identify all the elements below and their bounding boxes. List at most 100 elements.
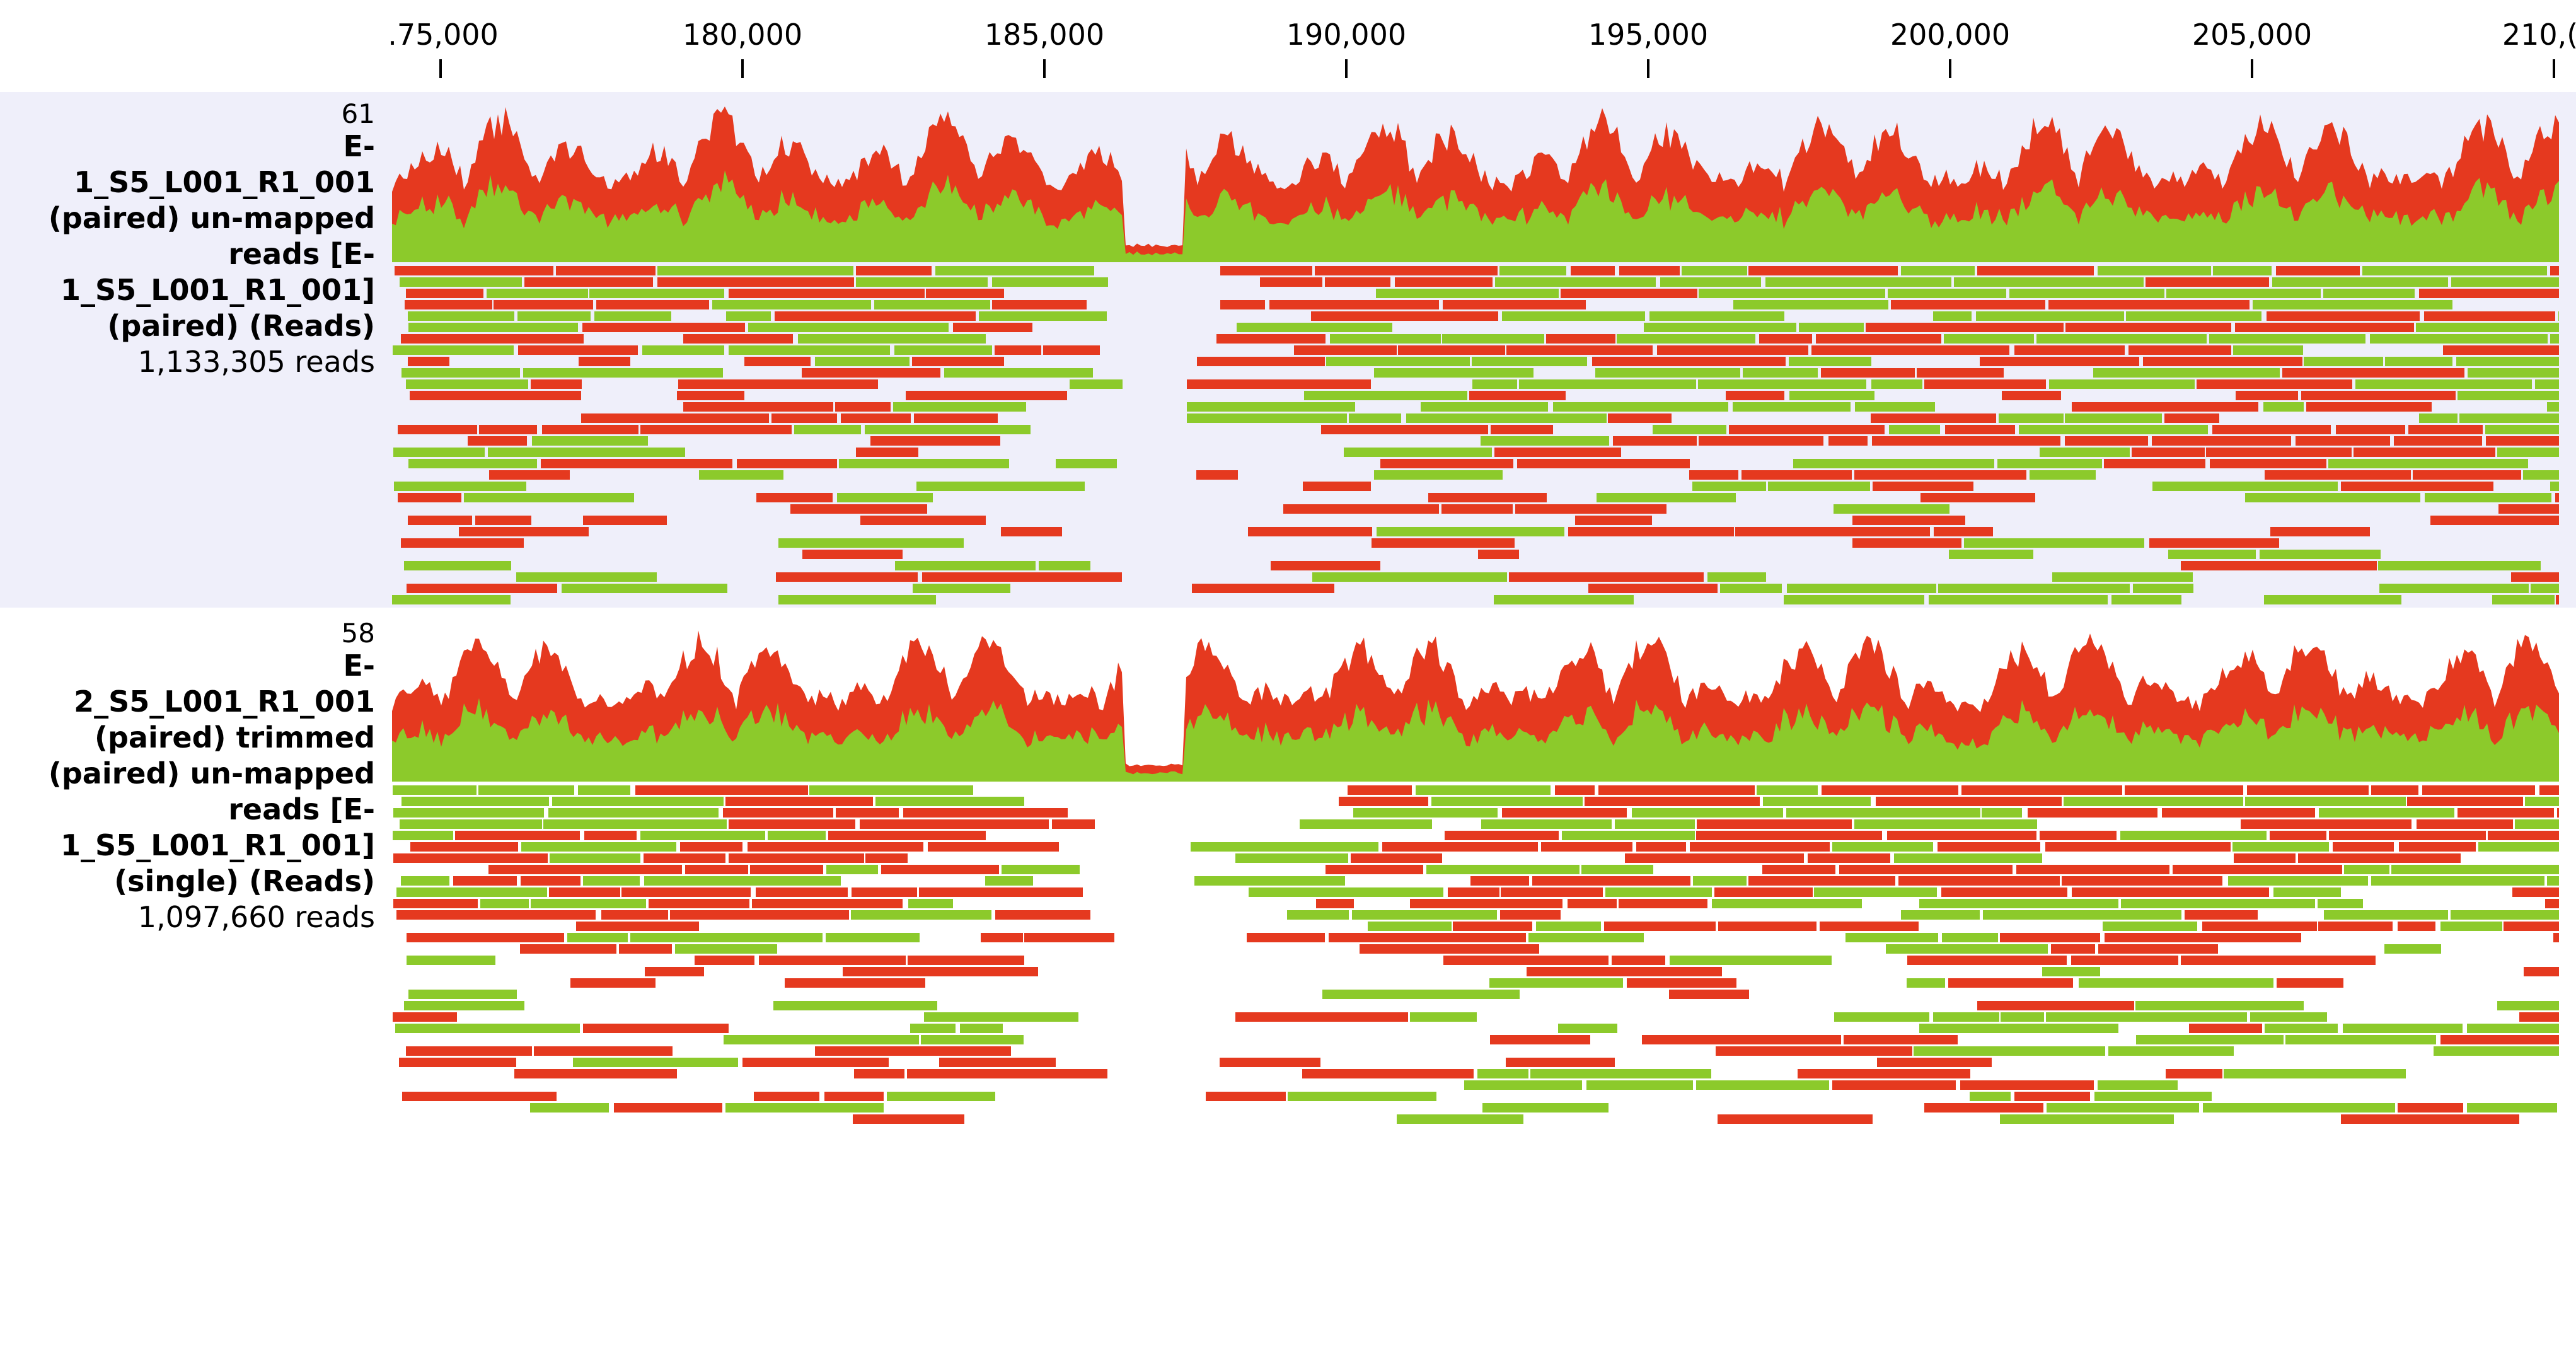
- read[interactable]: [1696, 1080, 1829, 1090]
- read[interactable]: [2553, 933, 2559, 942]
- read[interactable]: [881, 865, 999, 874]
- read[interactable]: [406, 1046, 532, 1056]
- read[interactable]: [1506, 345, 1653, 355]
- read[interactable]: [759, 956, 906, 965]
- read[interactable]: [856, 448, 918, 457]
- read[interactable]: [2136, 1035, 2284, 1044]
- read[interactable]: [1517, 459, 1690, 468]
- read[interactable]: [1445, 831, 1559, 840]
- read[interactable]: [1571, 266, 1615, 275]
- read[interactable]: [2419, 413, 2458, 423]
- read[interactable]: [826, 933, 920, 942]
- read[interactable]: [581, 413, 769, 423]
- read[interactable]: [1187, 413, 1347, 423]
- read[interactable]: [644, 853, 725, 863]
- read[interactable]: [768, 831, 826, 840]
- read[interactable]: [2497, 1001, 2559, 1010]
- read[interactable]: [408, 323, 578, 332]
- read[interactable]: [723, 808, 833, 818]
- read[interactable]: [815, 357, 910, 366]
- read[interactable]: [2267, 311, 2420, 321]
- read[interactable]: [1877, 1058, 1992, 1067]
- read[interactable]: [2146, 277, 2269, 287]
- read[interactable]: [2497, 448, 2559, 457]
- reads-canvas[interactable]: [392, 92, 2559, 608]
- read[interactable]: [870, 436, 1000, 446]
- read[interactable]: [396, 910, 596, 920]
- read[interactable]: [1954, 277, 2144, 287]
- read[interactable]: [1839, 865, 2013, 874]
- read[interactable]: [2062, 876, 2222, 886]
- read[interactable]: [398, 493, 461, 502]
- read[interactable]: [2166, 289, 2321, 298]
- read[interactable]: [2272, 277, 2448, 287]
- read[interactable]: [2094, 1092, 2212, 1101]
- read[interactable]: [1397, 1114, 1523, 1124]
- read[interactable]: [2014, 1092, 2090, 1101]
- read[interactable]: [1329, 933, 1526, 942]
- read[interactable]: [1832, 842, 1933, 852]
- read[interactable]: [1271, 561, 1380, 570]
- read[interactable]: [695, 956, 754, 965]
- read[interactable]: [1536, 922, 1601, 931]
- read[interactable]: [1608, 413, 1672, 423]
- read[interactable]: [576, 922, 699, 931]
- read[interactable]: [406, 379, 528, 389]
- read[interactable]: [2323, 289, 2415, 298]
- read[interactable]: [2304, 357, 2383, 366]
- read[interactable]: [1852, 516, 1965, 525]
- read[interactable]: [570, 978, 656, 988]
- read[interactable]: [678, 379, 878, 389]
- read[interactable]: [1235, 1012, 1408, 1022]
- read[interactable]: [1718, 922, 1816, 931]
- read[interactable]: [1287, 910, 1349, 920]
- read[interactable]: [2282, 368, 2464, 378]
- read[interactable]: [2164, 413, 2219, 423]
- read[interactable]: [1798, 1069, 1970, 1078]
- read[interactable]: [1920, 493, 2035, 502]
- read[interactable]: [921, 1035, 1024, 1044]
- read[interactable]: [750, 865, 823, 874]
- read[interactable]: [2247, 785, 2369, 795]
- read[interactable]: [395, 1024, 580, 1033]
- read[interactable]: [2550, 334, 2559, 344]
- read[interactable]: [1353, 808, 1498, 818]
- read[interactable]: [1348, 785, 1412, 795]
- read[interactable]: [824, 1092, 884, 1101]
- read[interactable]: [2049, 379, 2195, 389]
- read[interactable]: [1898, 876, 2060, 886]
- read[interactable]: [2166, 1069, 2222, 1078]
- read[interactable]: [1426, 865, 1580, 874]
- read[interactable]: [401, 538, 524, 548]
- read[interactable]: [737, 459, 837, 468]
- read[interactable]: [400, 819, 542, 829]
- read[interactable]: [1970, 1092, 2011, 1101]
- read[interactable]: [1428, 493, 1547, 502]
- read[interactable]: [1901, 910, 1980, 920]
- read[interactable]: [2558, 311, 2559, 321]
- read[interactable]: [1315, 266, 1498, 275]
- read[interactable]: [1872, 436, 2060, 446]
- read[interactable]: [518, 345, 638, 355]
- read[interactable]: [1855, 402, 1935, 412]
- read[interactable]: [521, 842, 676, 852]
- read[interactable]: [1541, 842, 1632, 852]
- read[interactable]: [2197, 379, 2352, 389]
- read[interactable]: [1191, 842, 1378, 852]
- read[interactable]: [1312, 572, 1507, 582]
- read[interactable]: [2048, 300, 2250, 309]
- read[interactable]: [1886, 944, 2048, 954]
- read[interactable]: [644, 876, 841, 886]
- read[interactable]: [1235, 853, 1348, 863]
- read[interactable]: [2329, 831, 2486, 840]
- read[interactable]: [1206, 1092, 1286, 1101]
- read[interactable]: [1502, 808, 1627, 818]
- read[interactable]: [2126, 311, 2261, 321]
- read[interactable]: [2371, 785, 2418, 795]
- read[interactable]: [1481, 436, 1609, 446]
- read[interactable]: [1506, 1058, 1615, 1067]
- read[interactable]: [1304, 391, 1467, 400]
- read[interactable]: [1494, 595, 1634, 604]
- read[interactable]: [1828, 436, 1868, 446]
- read[interactable]: [393, 808, 544, 818]
